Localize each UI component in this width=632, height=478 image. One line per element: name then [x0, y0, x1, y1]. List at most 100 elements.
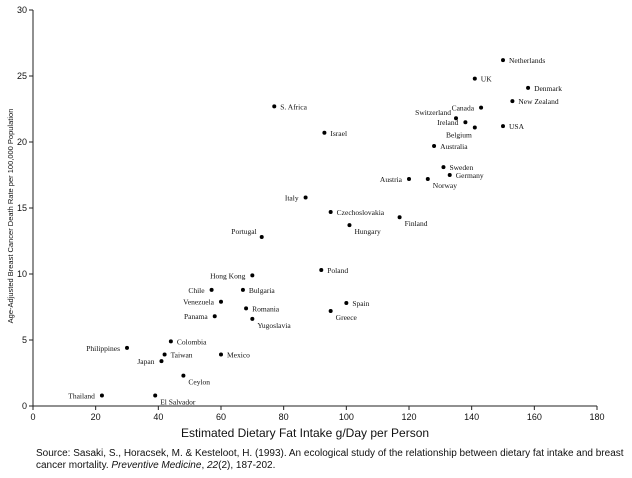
data-point: [344, 301, 349, 306]
point-label: Sweden: [449, 163, 473, 172]
y-tick-label: 30: [17, 5, 27, 15]
source-caption: Source: Sasaki, S., Horacsek, M. & Keste…: [36, 448, 628, 472]
data-point: [181, 373, 186, 378]
data-point: [447, 173, 452, 177]
data-point: [209, 287, 214, 292]
x-tick-label: 160: [527, 412, 542, 422]
data-point: [212, 314, 217, 319]
caption-journal: Preventive Medicine: [111, 460, 202, 471]
point-label: Spain: [352, 299, 369, 308]
data-point: [250, 316, 255, 321]
data-point: [328, 209, 333, 214]
y-tick-label: 10: [17, 269, 27, 279]
point-label: UK: [481, 75, 492, 84]
point-label: Denmark: [534, 84, 562, 93]
y-tick-label: 20: [17, 137, 27, 147]
point-label: Norway: [433, 181, 457, 190]
x-tick-label: 0: [30, 412, 35, 422]
y-tick-label: 5: [22, 335, 27, 345]
point-label: Colombia: [177, 337, 207, 346]
point-label: Canada: [452, 104, 475, 113]
point-label: Ceylon: [188, 378, 210, 387]
x-tick-label: 80: [279, 412, 289, 422]
y-tick-label: 15: [17, 203, 27, 213]
caption-source: Source: Sasaki, S., Horacsek, M. & Keste…: [36, 448, 624, 471]
y-tick-label: 0: [22, 401, 27, 411]
point-label: Venezuela: [183, 298, 214, 307]
point-label: Austria: [380, 175, 403, 184]
point-label: Hong Kong: [210, 271, 245, 280]
data-point: [272, 104, 277, 109]
caption-volume-prefix: ,: [201, 460, 207, 471]
data-point: [407, 176, 411, 181]
point-label: El Salvador: [160, 397, 196, 406]
point-label: Hungary: [354, 227, 380, 236]
data-point: [347, 223, 352, 228]
point-label: Panama: [184, 312, 208, 321]
data-point: [441, 165, 446, 170]
data-point: [322, 130, 327, 135]
caption-issue-pages: (2), 187-202.: [218, 460, 276, 471]
point-label: Yugoslavia: [257, 321, 291, 330]
x-tick-label: 180: [589, 412, 604, 422]
point-label: Germany: [456, 171, 484, 180]
data-point: [219, 352, 223, 357]
point-label: Netherlands: [509, 56, 545, 65]
x-tick-label: 100: [339, 412, 354, 422]
data-point: [454, 116, 458, 121]
caption-volume: 22: [207, 460, 219, 471]
data-point: [510, 99, 515, 104]
x-tick-label: 40: [153, 412, 163, 422]
data-point: [153, 393, 158, 398]
point-label: Portugal: [231, 227, 256, 236]
x-axis-title: Estimated Dietary Fat Intake g/Day per P…: [181, 426, 429, 440]
data-point: [125, 345, 129, 350]
x-tick-label: 20: [91, 412, 101, 422]
point-label: Switzerland: [415, 108, 451, 117]
point-label: Belgium: [446, 130, 472, 139]
point-label: Australia: [440, 142, 468, 151]
point-label: Philippines: [86, 344, 120, 353]
point-label: Italy: [285, 193, 299, 202]
data-point: [472, 125, 477, 130]
x-tick-label: 140: [464, 412, 479, 422]
x-tick-label: 60: [216, 412, 226, 422]
data-point: [99, 393, 104, 398]
data-point: [526, 85, 531, 90]
point-label: Japan: [137, 357, 154, 366]
data-point: [250, 273, 255, 278]
point-label: Greece: [336, 313, 358, 322]
data-point: [425, 176, 430, 181]
point-label: Bulgaria: [249, 286, 275, 295]
point-label: Chile: [188, 286, 205, 295]
data-point: [244, 306, 249, 311]
data-point: [397, 215, 402, 220]
data-point: [168, 339, 173, 344]
point-label: Ireland: [437, 118, 458, 127]
data-point: [472, 76, 477, 81]
y-tick-label: 25: [17, 71, 27, 81]
data-point: [328, 308, 333, 313]
point-label: Mexico: [227, 351, 250, 360]
data-point: [432, 143, 437, 148]
point-label: USA: [509, 122, 525, 131]
data-point: [463, 120, 468, 125]
point-label: Romania: [252, 304, 280, 313]
data-point: [303, 195, 308, 200]
point-label: Poland: [327, 266, 348, 275]
data-point: [319, 268, 324, 273]
data-point: [259, 235, 264, 240]
data-point: [219, 299, 223, 304]
x-tick-label: 120: [401, 412, 416, 422]
data-point: [501, 58, 505, 63]
point-label: Czechoslovakia: [337, 208, 385, 217]
point-label: Taiwan: [171, 351, 193, 360]
point-label: Thailand: [68, 391, 95, 400]
data-point: [159, 359, 164, 364]
y-axis-title: Age-Adjusted Breast Cancer Death Rate pe…: [6, 109, 15, 324]
data-point: [501, 124, 505, 129]
data-point: [479, 105, 484, 110]
scatter-chart: 0 5 10 15 20 25 30 0 20 40 60 80 100 120 140 160 180 Esti…: [6, 5, 605, 440]
point-label: Israel: [330, 129, 347, 138]
point-label: S. Africa: [280, 102, 307, 111]
